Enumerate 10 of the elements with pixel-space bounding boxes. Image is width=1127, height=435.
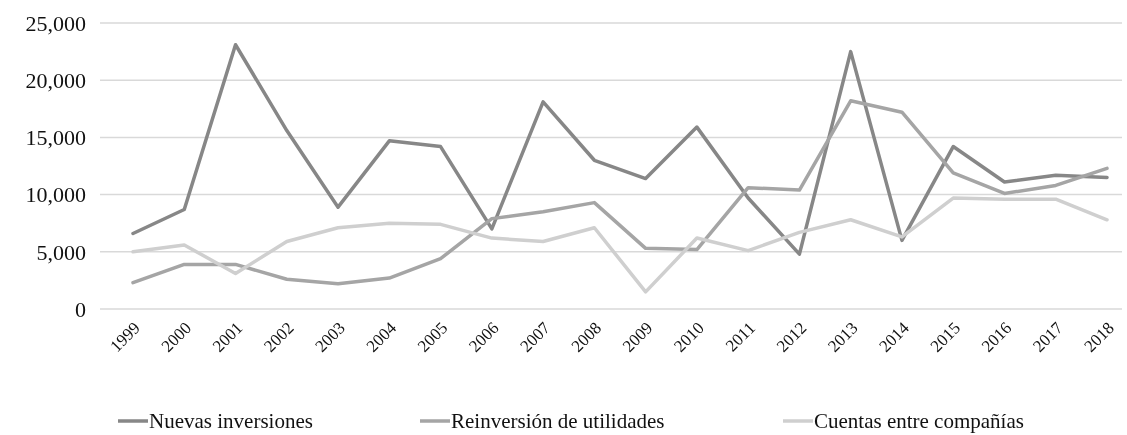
legend-label: Nuevas inversiones xyxy=(149,409,313,434)
y-tick-label: 0 xyxy=(75,296,86,322)
y-tick-label: 25,000 xyxy=(25,10,86,36)
legend-label: Reinversión de utilidades xyxy=(451,409,665,434)
y-tick-label: 15,000 xyxy=(25,125,86,151)
x-tick-label: 2011 xyxy=(721,318,759,356)
y-tick-label: 10,000 xyxy=(25,182,86,208)
legend-label: Cuentas entre compañías xyxy=(814,409,1024,434)
y-tick-label: 5,000 xyxy=(36,239,86,265)
y-tick-label: 20,000 xyxy=(25,67,86,93)
